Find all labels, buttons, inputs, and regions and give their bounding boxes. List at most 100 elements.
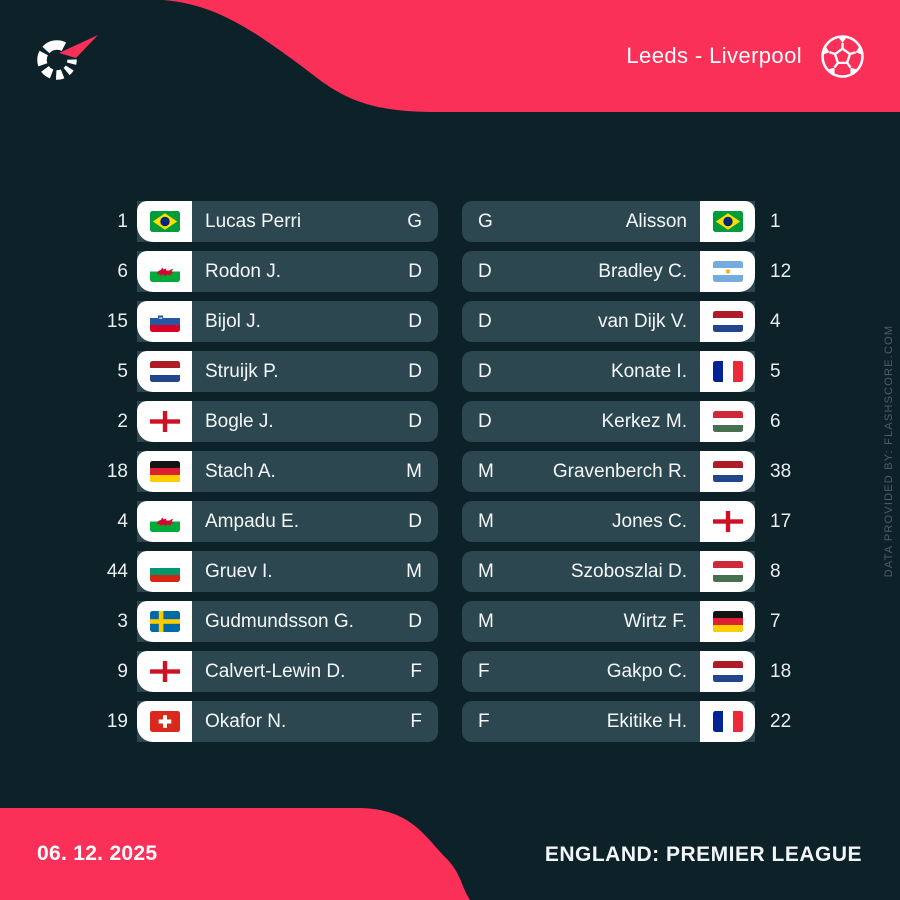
away-player-position: D (478, 310, 492, 332)
lineup-line: 5 Struijk P. D D Konate I. 5 (88, 351, 810, 392)
away-player-flag-box (700, 651, 755, 692)
home-player-name: Okafor N. (205, 710, 287, 732)
away-player-position: D (478, 260, 492, 282)
home-player-name: Gruev I. (205, 560, 273, 582)
away-player-position: M (478, 510, 494, 532)
home-player-row[interactable]: Lucas Perri G (137, 201, 438, 242)
home-player-number: 9 (117, 661, 128, 682)
home-player-number: 3 (117, 611, 128, 632)
column-gap (438, 701, 462, 742)
home-player-name: Bijol J. (205, 310, 261, 332)
england-flag-icon (149, 661, 180, 682)
home-player-row[interactable]: Rodon J. D (137, 251, 438, 292)
brazil-flag-icon (712, 211, 743, 232)
column-gap (438, 251, 462, 292)
home-player-number: 19 (106, 711, 128, 732)
column-gap (438, 401, 462, 442)
away-player-row[interactable]: M Wirtz F. (462, 601, 755, 642)
england-flag-icon (149, 411, 180, 432)
home-player-flag-box (137, 701, 192, 742)
home-player-name: Lucas Perri (205, 210, 302, 232)
away-player-row[interactable]: M Szoboszlai D. (462, 551, 755, 592)
away-player-row[interactable]: G Alisson (462, 201, 755, 242)
home-player-flag-box (137, 351, 192, 392)
away-player-number: 4 (770, 311, 781, 332)
germany-flag-icon (149, 461, 180, 482)
away-player-row[interactable]: M Jones C. (462, 501, 755, 542)
home-player-number: 44 (106, 561, 128, 582)
column-gap (438, 551, 462, 592)
away-player-row[interactable]: F Gakpo C. (462, 651, 755, 692)
away-player-flag-box (700, 601, 755, 642)
away-player-name: Bradley C. (598, 260, 687, 282)
away-player-row[interactable]: F Ekitike H. (462, 701, 755, 742)
away-player-flag-box (700, 701, 755, 742)
away-player-number: 6 (770, 411, 781, 432)
home-player-row[interactable]: Okafor N. F (137, 701, 438, 742)
lineup-line: 44 Gruev I. M M Szoboszlai D. 8 (88, 551, 810, 592)
home-player-position: M (406, 560, 422, 582)
home-player-flag-box (137, 201, 192, 242)
wales-flag-icon (149, 261, 180, 282)
away-player-row[interactable]: D Konate I. (462, 351, 755, 392)
away-player-position: F (478, 710, 490, 732)
league-name: ENGLAND: PREMIER LEAGUE (544, 843, 862, 866)
data-provider-watermark: DATA PROVIDED BY: FLASHSCORE.COM (883, 324, 895, 578)
home-player-row[interactable]: Calvert-Lewin D. F (137, 651, 438, 692)
home-player-row[interactable]: Stach A. M (137, 451, 438, 492)
away-player-number: 7 (770, 611, 781, 632)
away-player-flag-box (700, 251, 755, 292)
away-player-position: M (478, 610, 494, 632)
away-player-row[interactable]: D Bradley C. (462, 251, 755, 292)
england-flag-icon (712, 511, 743, 532)
lineup-line: 19 Okafor N. F F Ekitike H. 22 (88, 701, 810, 742)
lineup-line: 3 Gudmundsson G. D M Wirtz F. 7 (88, 601, 810, 642)
home-player-row[interactable]: Gruev I. M (137, 551, 438, 592)
home-player-number: 5 (117, 361, 128, 382)
home-player-name: Rodon J. (205, 260, 282, 282)
netherlands-flag-icon (712, 311, 743, 332)
column-gap (438, 651, 462, 692)
lineup-line: 18 Stach A. M M Gravenberch R. 38 (88, 451, 810, 492)
home-player-name: Struijk P. (205, 360, 279, 382)
away-player-flag-box (700, 301, 755, 342)
lineup-line: 1 Lucas Perri G G Alisson 1 (88, 201, 810, 242)
home-player-position: M (406, 460, 422, 482)
column-gap (438, 601, 462, 642)
argentina-flag-icon (712, 261, 743, 282)
away-player-row[interactable]: M Gravenberch R. (462, 451, 755, 492)
football-icon (821, 34, 864, 78)
home-player-flag-box (137, 301, 192, 342)
home-player-name: Stach A. (205, 460, 276, 482)
away-player-position: M (478, 460, 494, 482)
slovenia-flag-icon (149, 311, 180, 332)
away-player-position: G (478, 210, 493, 232)
netherlands-flag-icon (712, 661, 743, 682)
switzerland-flag-icon (149, 711, 180, 732)
home-player-number: 18 (106, 461, 128, 482)
lineup-line: 9 Calvert-Lewin D. F F Gakpo C. 18 (88, 651, 810, 692)
column-gap (438, 201, 462, 242)
home-player-number: 15 (106, 311, 128, 332)
away-player-flag-box (700, 351, 755, 392)
home-player-row[interactable]: Struijk P. D (137, 351, 438, 392)
home-player-row[interactable]: Bogle J. D (137, 401, 438, 442)
germany-flag-icon (712, 611, 743, 632)
flashscore-logo-icon (37, 35, 98, 80)
lineup-line: 6 Rodon J. D D Bradley C. 12 (88, 251, 810, 292)
home-player-number: 1 (117, 211, 128, 232)
home-player-row[interactable]: Gudmundsson G. D (137, 601, 438, 642)
away-player-name: Konate I. (610, 360, 687, 382)
home-player-flag-box (137, 501, 192, 542)
away-player-row[interactable]: D Kerkez M. (462, 401, 755, 442)
column-gap (438, 451, 462, 492)
away-player-number: 38 (770, 461, 792, 482)
home-player-row[interactable]: Ampadu E. D (137, 501, 438, 542)
brazil-flag-icon (149, 211, 180, 232)
home-player-row[interactable]: Bijol J. D (137, 301, 438, 342)
home-player-flag-box (137, 651, 192, 692)
column-gap (438, 501, 462, 542)
